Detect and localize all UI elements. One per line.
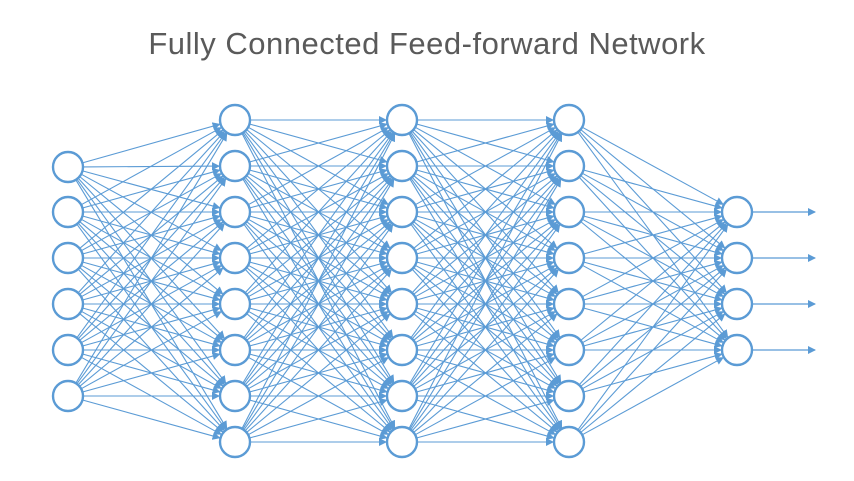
connection-edge-l3-6-0 xyxy=(578,223,727,386)
connection-edge-l2-3-0 xyxy=(413,129,558,249)
hidden-3-node-2 xyxy=(552,149,586,183)
connection-edge-l2-1-0 xyxy=(416,122,555,163)
connection-edge-l1-2-0 xyxy=(247,127,389,206)
connection-edge-l0-5-1 xyxy=(76,178,227,385)
output-node-2 xyxy=(720,241,754,275)
input-node-3 xyxy=(51,241,85,275)
connection-edge-l2-6-0 xyxy=(409,132,562,384)
hidden-3-node-1 xyxy=(552,103,586,137)
connection-edge-l0-2-0 xyxy=(79,129,224,249)
connection-edge-l0-5-5 xyxy=(82,352,221,393)
connection-edge-l2-7-6 xyxy=(416,398,555,439)
connection-edge-l1-7-0 xyxy=(241,133,396,429)
connection-edge-l3-0-0 xyxy=(581,126,724,205)
nodes-group xyxy=(51,103,754,459)
hidden-1-node-7 xyxy=(218,379,252,413)
input-node-5 xyxy=(51,333,85,367)
connection-edge-l2-7-0 xyxy=(408,133,563,429)
connection-edge-l3-3-0 xyxy=(583,214,723,255)
connection-edge-l0-5-7 xyxy=(82,399,221,440)
connection-edge-l2-4-0 xyxy=(411,131,559,294)
hidden-3-node-7 xyxy=(552,379,586,413)
connection-edge-l3-7-1 xyxy=(578,269,727,432)
connection-edge-l3-7-0 xyxy=(577,224,729,431)
page-title: Fully Connected Feed-forward Network xyxy=(148,26,706,61)
hidden-1-node-3 xyxy=(218,195,252,229)
connection-edge-l3-1-0 xyxy=(583,169,723,210)
connection-edge-l2-2-0 xyxy=(414,127,556,206)
output-node-4 xyxy=(720,333,754,367)
connection-edge-l0-1-0 xyxy=(80,127,222,206)
connection-edge-l3-7-2 xyxy=(580,313,726,433)
output-node-1 xyxy=(720,195,754,229)
hidden-1-node-1 xyxy=(218,103,252,137)
connection-edge-l1-6-0 xyxy=(242,132,395,384)
connection-edge-l1-7-2 xyxy=(243,224,394,431)
input-node-6 xyxy=(51,379,85,413)
hidden-1-node-5 xyxy=(218,287,252,321)
connection-edge-l0-5-2 xyxy=(77,223,225,386)
connection-edge-l0-0-0 xyxy=(82,122,221,164)
input-node-2 xyxy=(51,195,85,229)
connection-edge-l2-7-1 xyxy=(409,178,562,430)
hidden-2-node-6 xyxy=(385,333,419,367)
input-node-4 xyxy=(51,287,85,321)
hidden-2-node-1 xyxy=(385,103,419,137)
connection-edge-l3-7-3 xyxy=(581,357,724,436)
connection-edge-l1-1-0 xyxy=(249,122,388,163)
connection-edge-l2-7-4 xyxy=(413,313,558,433)
hidden-2-node-5 xyxy=(385,287,419,321)
input-node-1 xyxy=(51,150,85,184)
connection-edge-l0-3-0 xyxy=(77,131,225,294)
connection-edge-l0-5-0 xyxy=(75,132,228,384)
hidden-3-node-6 xyxy=(552,333,586,367)
connection-edge-l2-7-2 xyxy=(410,224,561,431)
connection-edge-l1-3-0 xyxy=(246,129,391,249)
connection-edge-l2-7-5 xyxy=(414,357,556,436)
hidden-1-node-8 xyxy=(218,425,252,459)
hidden-1-node-4 xyxy=(218,241,252,275)
hidden-3-node-5 xyxy=(552,287,586,321)
connection-edge-l1-4-0 xyxy=(244,131,392,294)
hidden-1-node-6 xyxy=(218,333,252,367)
hidden-2-node-4 xyxy=(385,241,419,275)
connection-edge-l1-7-1 xyxy=(242,178,395,430)
hidden-1-node-2 xyxy=(218,149,252,183)
output-arrows-group xyxy=(752,208,816,354)
connection-edge-l1-5-0 xyxy=(243,132,394,339)
connection-edge-l3-4-0 xyxy=(581,219,724,298)
hidden-2-node-3 xyxy=(385,195,419,229)
connection-edge-l0-4-0 xyxy=(76,132,227,339)
connection-edge-l2-5-0 xyxy=(410,132,561,339)
output-node-3 xyxy=(720,287,754,321)
connection-edge-l0-5-3 xyxy=(79,267,224,387)
hidden-2-node-2 xyxy=(385,149,419,183)
connection-edge-l1-7-4 xyxy=(246,313,391,433)
connection-edge-l1-7-3 xyxy=(244,269,392,432)
connection-edge-l0-5-4 xyxy=(80,311,222,390)
connections-group xyxy=(75,116,729,446)
hidden-3-node-4 xyxy=(552,241,586,275)
connection-edge-l1-7-5 xyxy=(247,357,389,436)
hidden-3-node-8 xyxy=(552,425,586,459)
connection-edge-l2-7-3 xyxy=(411,269,559,432)
hidden-2-node-7 xyxy=(385,379,419,413)
hidden-3-node-3 xyxy=(552,195,586,229)
connection-edge-l1-7-6 xyxy=(249,398,388,439)
hidden-2-node-8 xyxy=(385,425,419,459)
connection-edge-l3-5-0 xyxy=(580,221,726,341)
